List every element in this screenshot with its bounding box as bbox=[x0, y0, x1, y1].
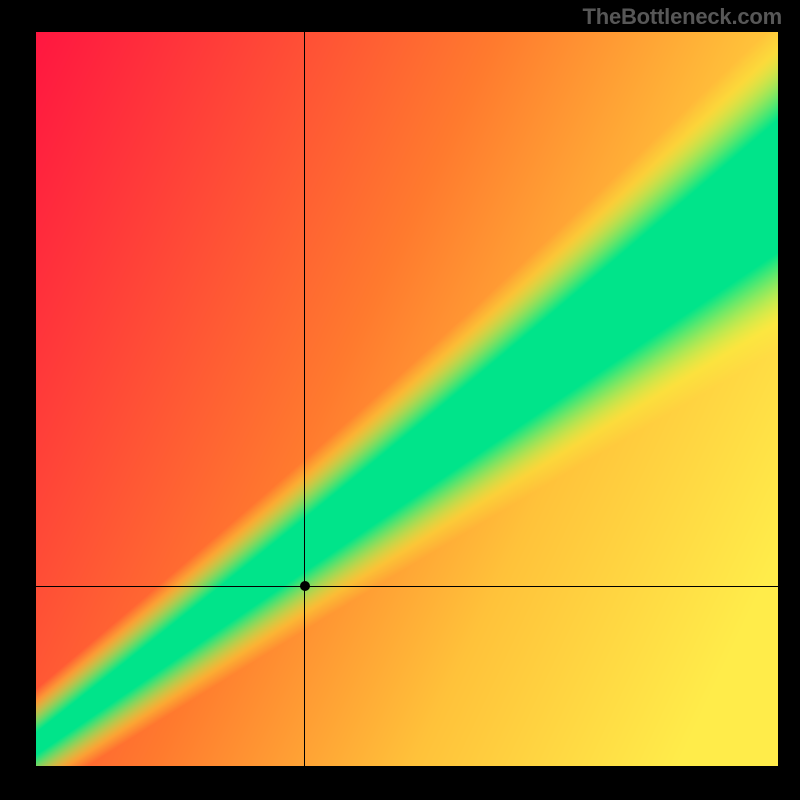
crosshair-vertical bbox=[304, 32, 305, 766]
heatmap-canvas bbox=[36, 32, 778, 766]
watermark-text: TheBottleneck.com bbox=[582, 4, 782, 30]
chart-container: TheBottleneck.com bbox=[0, 0, 800, 800]
crosshair-marker bbox=[300, 581, 310, 591]
plot-area bbox=[36, 32, 778, 766]
crosshair-horizontal bbox=[36, 586, 778, 587]
